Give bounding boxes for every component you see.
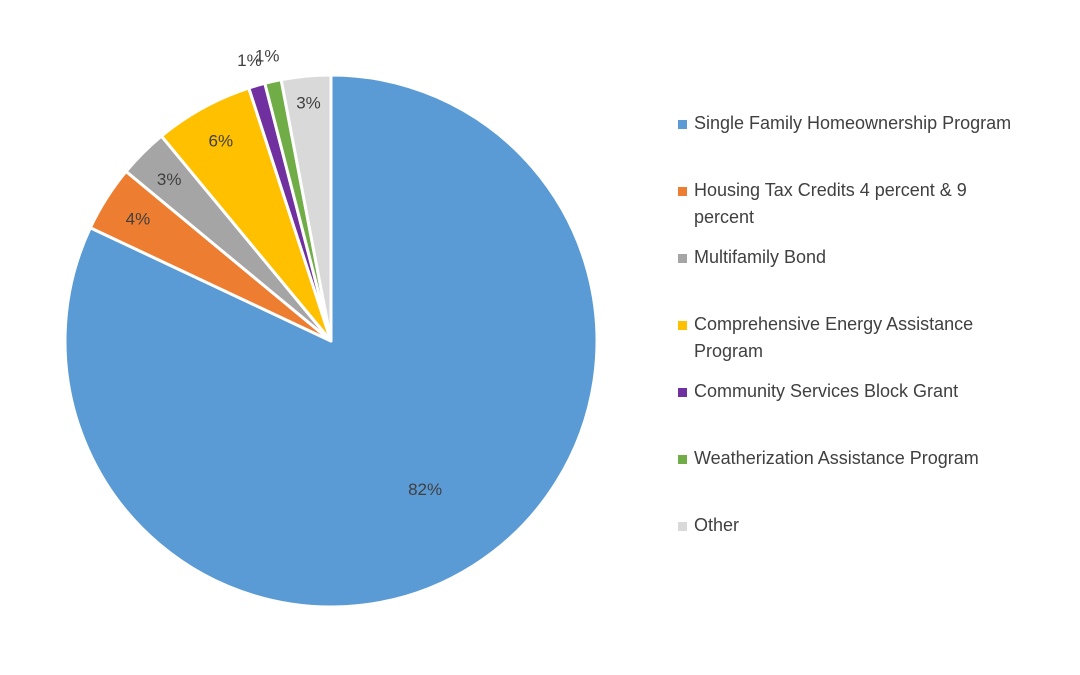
legend-item-7: Other bbox=[678, 512, 1068, 539]
legend-item-4: Comprehensive Energy Assistance Program bbox=[678, 311, 1068, 365]
legend-swatch bbox=[678, 522, 687, 531]
legend-label: Multifamily Bond bbox=[694, 247, 827, 267]
data-label-5: 1% bbox=[237, 51, 262, 70]
data-label-7: 3% bbox=[296, 94, 321, 113]
legend-label: Comprehensive Energy Assistance Program bbox=[694, 314, 974, 361]
legend-swatch bbox=[678, 321, 687, 330]
legend-swatch bbox=[678, 120, 687, 129]
legend-swatch bbox=[678, 455, 687, 464]
legend-item-2: Housing Tax Credits 4 percent & 9 percen… bbox=[678, 177, 1068, 231]
data-label-2: 4% bbox=[126, 209, 151, 228]
data-label-4: 6% bbox=[209, 132, 234, 151]
legend-label: Single Family Homeownership Program bbox=[694, 113, 1012, 133]
legend-label: Weatherization Assistance Program bbox=[694, 448, 979, 468]
data-label-3: 3% bbox=[157, 170, 182, 189]
legend-label: Community Services Block Grant bbox=[694, 381, 959, 401]
legend-label: Housing Tax Credits 4 percent & 9 percen… bbox=[694, 180, 967, 227]
pie-slice-7 bbox=[279, 73, 333, 343]
legend-item-6: Weatherization Assistance Program bbox=[678, 445, 1068, 472]
data-label-6: 1% bbox=[255, 46, 280, 65]
legend-swatch bbox=[678, 187, 687, 196]
legend-item-5: Community Services Block Grant bbox=[678, 378, 1068, 405]
legend-label: Other bbox=[694, 515, 740, 535]
legend-swatch bbox=[678, 254, 687, 263]
legend-item-3: Multifamily Bond bbox=[678, 244, 1068, 271]
data-label-1: 82% bbox=[408, 480, 442, 499]
legend-item-1: Single Family Homeownership Program bbox=[678, 110, 1068, 137]
legend-swatch bbox=[678, 388, 687, 397]
